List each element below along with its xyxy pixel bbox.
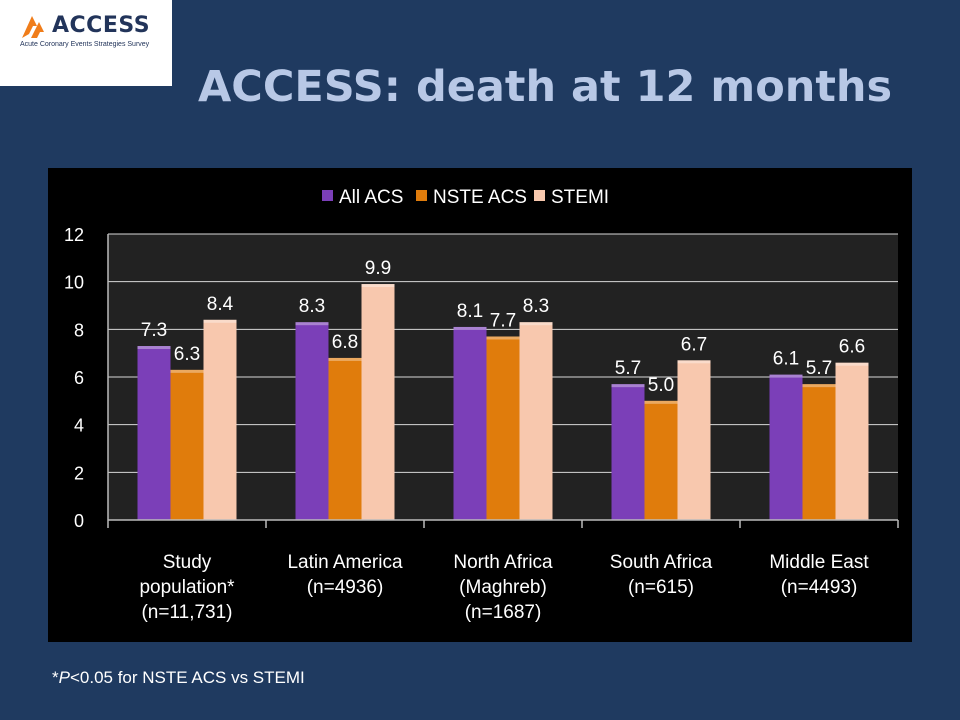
category-label: (n=615) bbox=[628, 577, 694, 598]
logo-name: ACCESS bbox=[52, 13, 151, 38]
data-label: 5.7 bbox=[806, 358, 832, 379]
data-label: 6.8 bbox=[332, 332, 358, 353]
data-label: 7.3 bbox=[141, 320, 167, 341]
data-label: 6.3 bbox=[174, 344, 200, 365]
data-label: 5.0 bbox=[648, 375, 674, 396]
bar bbox=[611, 384, 645, 520]
bar-highlight bbox=[453, 326, 487, 330]
category-label: (n=11,731) bbox=[141, 602, 232, 623]
bar-highlight bbox=[519, 322, 553, 326]
y-tick-label: 0 bbox=[74, 511, 84, 531]
slide-title: ACCESS: death at 12 months bbox=[198, 62, 893, 112]
y-tick-label: 8 bbox=[74, 320, 84, 340]
category-label: (Maghreb) bbox=[459, 577, 547, 598]
bar bbox=[644, 400, 678, 520]
y-tick-label: 4 bbox=[74, 416, 84, 436]
bar bbox=[137, 346, 171, 520]
bar bbox=[361, 284, 395, 520]
bar bbox=[519, 322, 553, 520]
category-label: population* bbox=[139, 577, 235, 598]
bar-highlight bbox=[137, 346, 171, 350]
bar-highlight bbox=[203, 319, 237, 323]
data-label: 6.7 bbox=[681, 334, 707, 355]
footnote-p: P bbox=[58, 668, 70, 687]
legend-label: NSTE ACS bbox=[433, 187, 527, 208]
bar bbox=[677, 360, 711, 520]
y-tick-label: 12 bbox=[64, 225, 84, 245]
data-label: 8.3 bbox=[299, 296, 325, 317]
category-label: Study bbox=[163, 552, 212, 573]
bar-highlight bbox=[802, 384, 836, 388]
category-label: (n=1687) bbox=[465, 602, 542, 623]
data-label: 8.1 bbox=[457, 301, 483, 322]
bar-chart: 0 2 4 6 8 10 12 All ACS NSTE ACS STEMI 7.3 6.3 8.4 St… bbox=[64, 187, 899, 623]
bar-highlight bbox=[644, 400, 678, 404]
bar-highlight bbox=[677, 360, 711, 364]
bar bbox=[203, 319, 237, 520]
y-tick-label: 10 bbox=[64, 273, 84, 293]
data-label: 6.6 bbox=[839, 337, 865, 358]
bar-highlight bbox=[295, 322, 329, 326]
category-label: Latin America bbox=[287, 552, 403, 573]
access-logo-icon bbox=[22, 16, 44, 38]
bar bbox=[295, 322, 329, 520]
category-label: (n=4493) bbox=[781, 577, 858, 598]
data-label: 7.7 bbox=[490, 310, 516, 331]
legend-label: All ACS bbox=[339, 187, 403, 208]
legend-swatch bbox=[322, 190, 333, 201]
footnote-star: * bbox=[52, 668, 59, 687]
bar-highlight bbox=[361, 284, 395, 288]
y-tick-label: 2 bbox=[74, 463, 84, 483]
category-label: South Africa bbox=[610, 552, 713, 573]
bar bbox=[170, 369, 204, 520]
logo: ACCESS Acute Coronary Events Strategies … bbox=[0, 0, 172, 86]
chart-panel: 0 2 4 6 8 10 12 All ACS NSTE ACS STEMI 7.3 6.3 8.4 St… bbox=[48, 168, 912, 642]
bar bbox=[486, 336, 520, 520]
bar bbox=[769, 374, 803, 520]
legend-label: STEMI bbox=[551, 187, 609, 208]
data-label: 6.1 bbox=[773, 349, 799, 370]
category-label: (n=4936) bbox=[307, 577, 384, 598]
bar-highlight bbox=[835, 362, 869, 366]
logo-tagline: Acute Coronary Events Strategies Survey bbox=[20, 41, 150, 48]
data-label: 9.9 bbox=[365, 258, 391, 279]
legend-swatch bbox=[416, 190, 427, 201]
y-tick-label: 6 bbox=[74, 368, 84, 388]
data-label: 5.7 bbox=[615, 358, 641, 379]
category-label: North Africa bbox=[453, 552, 553, 573]
bar bbox=[328, 357, 362, 520]
legend-swatch bbox=[534, 190, 545, 201]
bar bbox=[802, 384, 836, 520]
footnote: *P<0.05 for NSTE ACS vs STEMI bbox=[52, 668, 305, 688]
bar-highlight bbox=[769, 374, 803, 378]
data-label: 8.4 bbox=[207, 294, 234, 315]
bar bbox=[453, 326, 487, 520]
footnote-text: <0.05 for NSTE ACS vs STEMI bbox=[69, 668, 305, 687]
bar-highlight bbox=[611, 384, 645, 388]
data-label: 8.3 bbox=[523, 296, 549, 317]
bar-highlight bbox=[486, 336, 520, 340]
bar-highlight bbox=[170, 369, 204, 373]
bar-highlight bbox=[328, 357, 362, 361]
bar bbox=[835, 362, 869, 520]
category-label: Middle East bbox=[769, 552, 869, 573]
